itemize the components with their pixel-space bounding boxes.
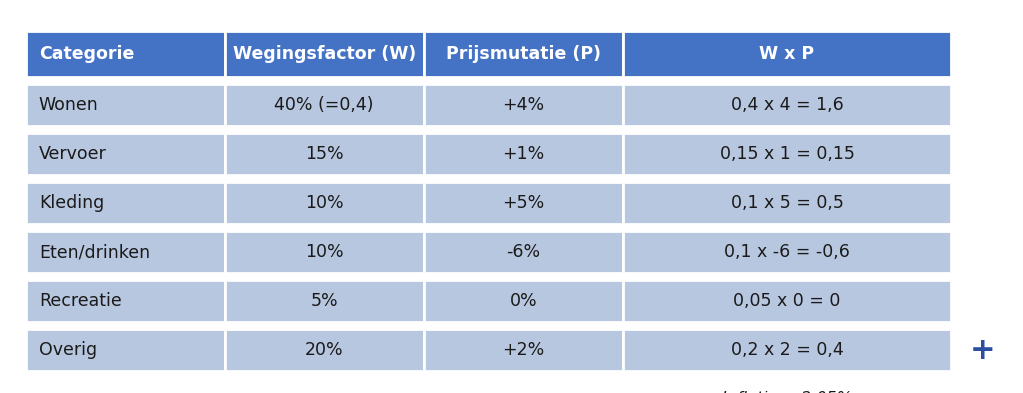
Text: 10%: 10% — [305, 194, 344, 212]
Text: 0%: 0% — [509, 292, 537, 310]
Bar — [424, 280, 623, 322]
Bar — [225, 280, 424, 322]
Text: Kleding: Kleding — [39, 194, 104, 212]
Text: Overig: Overig — [39, 342, 97, 359]
Bar — [424, 182, 623, 224]
Text: 20%: 20% — [305, 342, 344, 359]
Text: 40% (=0,4): 40% (=0,4) — [274, 96, 373, 114]
Bar — [424, 84, 623, 126]
Text: +5%: +5% — [502, 194, 544, 212]
Bar — [424, 329, 623, 371]
Bar — [424, 231, 623, 273]
Bar — [424, 31, 623, 77]
Bar — [424, 133, 623, 175]
Bar — [26, 329, 225, 371]
Bar — [26, 182, 225, 224]
Text: 15%: 15% — [305, 145, 344, 163]
Bar — [26, 133, 225, 175]
Text: -6%: -6% — [506, 243, 540, 261]
Text: +4%: +4% — [502, 96, 544, 114]
Bar — [623, 329, 951, 371]
Bar — [623, 31, 951, 77]
Text: Vervoer: Vervoer — [39, 145, 106, 163]
Text: Recreatie: Recreatie — [39, 292, 122, 310]
Text: 0,15 x 1 = 0,15: 0,15 x 1 = 0,15 — [719, 145, 854, 163]
Text: Categorie: Categorie — [39, 45, 134, 63]
Text: W x P: W x P — [759, 45, 814, 63]
Text: Prijsmutatie (P): Prijsmutatie (P) — [446, 45, 601, 63]
Bar — [623, 84, 951, 126]
Bar — [623, 231, 951, 273]
Bar — [225, 31, 424, 77]
Bar — [623, 280, 951, 322]
Text: Eten/drinken: Eten/drinken — [39, 243, 150, 261]
Text: 0,2 x 2 = 0,4: 0,2 x 2 = 0,4 — [730, 342, 843, 359]
Bar — [225, 182, 424, 224]
Text: 0,1 x -6 = -0,6: 0,1 x -6 = -0,6 — [724, 243, 850, 261]
Bar — [26, 280, 225, 322]
Text: +: + — [970, 336, 995, 365]
Text: Inflatie = 2,05%: Inflatie = 2,05% — [722, 391, 852, 393]
Bar — [26, 231, 225, 273]
Bar — [225, 231, 424, 273]
Text: 0,1 x 5 = 0,5: 0,1 x 5 = 0,5 — [730, 194, 844, 212]
Bar — [623, 182, 951, 224]
Text: +1%: +1% — [502, 145, 544, 163]
Text: Wonen: Wonen — [39, 96, 98, 114]
Bar — [225, 84, 424, 126]
Bar — [225, 329, 424, 371]
Text: Wegingsfactor (W): Wegingsfactor (W) — [232, 45, 415, 63]
Bar — [26, 31, 225, 77]
Text: 0,05 x 0 = 0: 0,05 x 0 = 0 — [733, 292, 841, 310]
Text: +2%: +2% — [502, 342, 544, 359]
Bar — [26, 84, 225, 126]
Text: 10%: 10% — [305, 243, 344, 261]
Text: 0,4 x 4 = 1,6: 0,4 x 4 = 1,6 — [730, 96, 843, 114]
Bar — [623, 133, 951, 175]
Bar — [225, 133, 424, 175]
Text: 5%: 5% — [310, 292, 338, 310]
